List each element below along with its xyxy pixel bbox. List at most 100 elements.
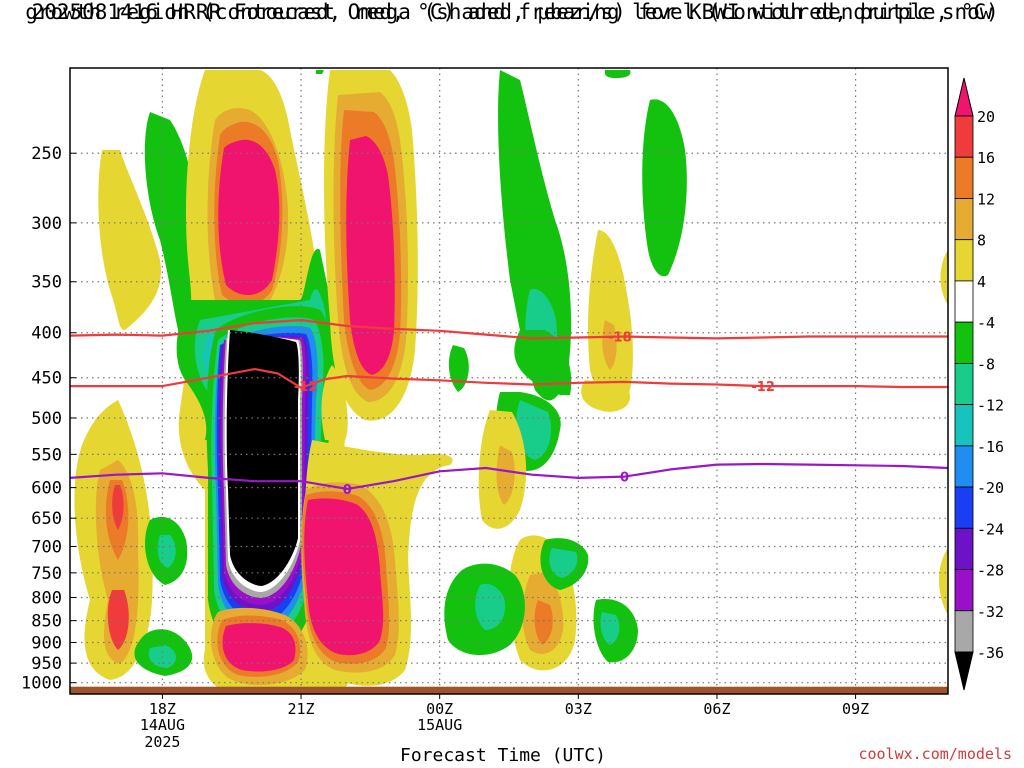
colorbar-swatch <box>954 280 974 323</box>
colorbar-label: -4 <box>977 314 995 332</box>
x-tick-label: 09Z <box>842 700 869 718</box>
dendritic-contour-minus12 <box>70 368 948 389</box>
y-tick-label: 700 <box>31 537 62 557</box>
ground-bar <box>70 686 948 694</box>
shade-area <box>304 498 384 656</box>
colorbar-label: 4 <box>977 273 986 291</box>
y-tick-label: 600 <box>31 479 62 499</box>
colorbar-swatch <box>954 404 974 447</box>
plot-frame <box>69 67 949 695</box>
y-tick-label: 750 <box>31 564 62 584</box>
colorbar-swatch <box>954 445 974 488</box>
colorbar-label: 8 <box>977 232 986 250</box>
shade-area <box>496 445 515 505</box>
x-tick-date: 15AUG <box>417 716 462 734</box>
y-tick-label: 350 <box>31 273 62 293</box>
x-tick-label: 00Z <box>426 700 453 718</box>
colorbar-swatch <box>954 486 974 529</box>
colorbar-label: -24 <box>977 520 1004 538</box>
y-tick-label: 1000 <box>21 674 62 694</box>
contour-label: -12 <box>751 380 775 395</box>
colorbar-label: -32 <box>977 603 1004 621</box>
colorbar-swatch <box>954 156 974 199</box>
freezing-level-contour <box>69 462 949 490</box>
y-tick-label: 300 <box>31 214 62 234</box>
colorbar-swatch <box>954 321 974 364</box>
contour-label: 0 <box>343 483 352 498</box>
colorbar-label: 20 <box>977 108 995 126</box>
contour-label: -18 <box>608 331 632 346</box>
dendritic-contour-minus18 <box>69 319 948 340</box>
shade-area <box>939 548 948 615</box>
colorbar-swatch <box>954 362 974 406</box>
colorbar-label: -20 <box>977 479 1004 497</box>
colorbar-label: -8 <box>977 355 995 373</box>
colorbar-swatch <box>954 115 974 158</box>
grid <box>70 68 948 694</box>
colorbar-swatch <box>954 239 974 282</box>
x-tick-label: 06Z <box>703 700 730 718</box>
shade-area <box>475 583 506 630</box>
shade-area <box>226 330 299 586</box>
shade-area <box>448 345 469 392</box>
x-axis-title: Forecast Time (UTC) <box>400 745 606 766</box>
shade-area <box>940 250 948 305</box>
x-tick-label: 18Z <box>149 700 176 718</box>
colorbar: 20 16 12 8 4 -4 -8 -12 -16 -20 -24 -28 -32 -36 <box>954 77 1004 691</box>
shade-area <box>157 535 176 568</box>
y-tick-label: 400 <box>31 324 62 344</box>
shade-area <box>222 623 296 672</box>
y-axis: 2503003504004505005506006507007508008509… <box>21 144 76 694</box>
shade-area <box>98 150 161 330</box>
colorbar-label: 16 <box>977 149 995 167</box>
colorbar-label: -12 <box>977 397 1004 415</box>
x-tick-year: 2025 <box>144 733 180 751</box>
colorbar-swatch <box>954 569 974 612</box>
colorbar-label: -28 <box>977 562 1004 580</box>
shade-area <box>107 590 129 650</box>
chart-title-line-1: 2025081416 HRRR Forecast Omega (shaded, … <box>31 0 993 24</box>
contour-label: -12 <box>294 380 318 395</box>
shade-area <box>581 380 630 412</box>
shade-area <box>587 230 633 407</box>
y-tick-label: 450 <box>31 369 62 389</box>
shade-area <box>316 70 324 74</box>
shade-area <box>602 320 617 370</box>
shade-area <box>321 365 348 440</box>
shade-area <box>218 139 280 296</box>
shade-area <box>515 400 552 460</box>
colorbar-bottom-arrow <box>954 651 974 691</box>
colorbar-label: -36 <box>977 644 1004 662</box>
x-tick-label: 21Z <box>288 700 315 718</box>
colorbar-label: 12 <box>977 190 995 208</box>
y-tick-label: 950 <box>31 654 62 674</box>
chart-title-line-2: growth region (contoured, red, °C) and f… <box>25 0 999 24</box>
y-tick-label: 800 <box>31 588 62 608</box>
x-tick-label: 03Z <box>565 700 592 718</box>
y-tick-label: 850 <box>31 612 62 632</box>
y-tick-label: 500 <box>31 409 62 429</box>
x-tick-date: 14AUG <box>140 716 185 734</box>
shade-area <box>514 330 572 395</box>
colorbar-swatch <box>954 198 974 241</box>
y-tick-label: 250 <box>31 144 62 164</box>
colorbar-swatch <box>954 527 974 570</box>
shade-area <box>346 136 395 375</box>
shade-area <box>534 600 553 645</box>
omega-shading <box>74 70 948 694</box>
colorbar-swatch <box>954 610 974 653</box>
contour-label: 0 <box>620 471 629 486</box>
shade-area <box>604 70 631 78</box>
site-credit[interactable]: coolwx.com/models <box>858 745 1012 763</box>
colorbar-top-arrow <box>954 77 974 117</box>
y-tick-label: 900 <box>31 633 62 653</box>
ground-surface <box>70 686 948 694</box>
contour-lines: -18 -12 -12 0 0 <box>69 319 949 498</box>
shade-area <box>549 548 578 578</box>
y-tick-label: 550 <box>31 445 62 465</box>
y-tick-label: 650 <box>31 509 62 529</box>
shade-area <box>642 99 687 277</box>
colorbar-label: -16 <box>977 438 1004 456</box>
